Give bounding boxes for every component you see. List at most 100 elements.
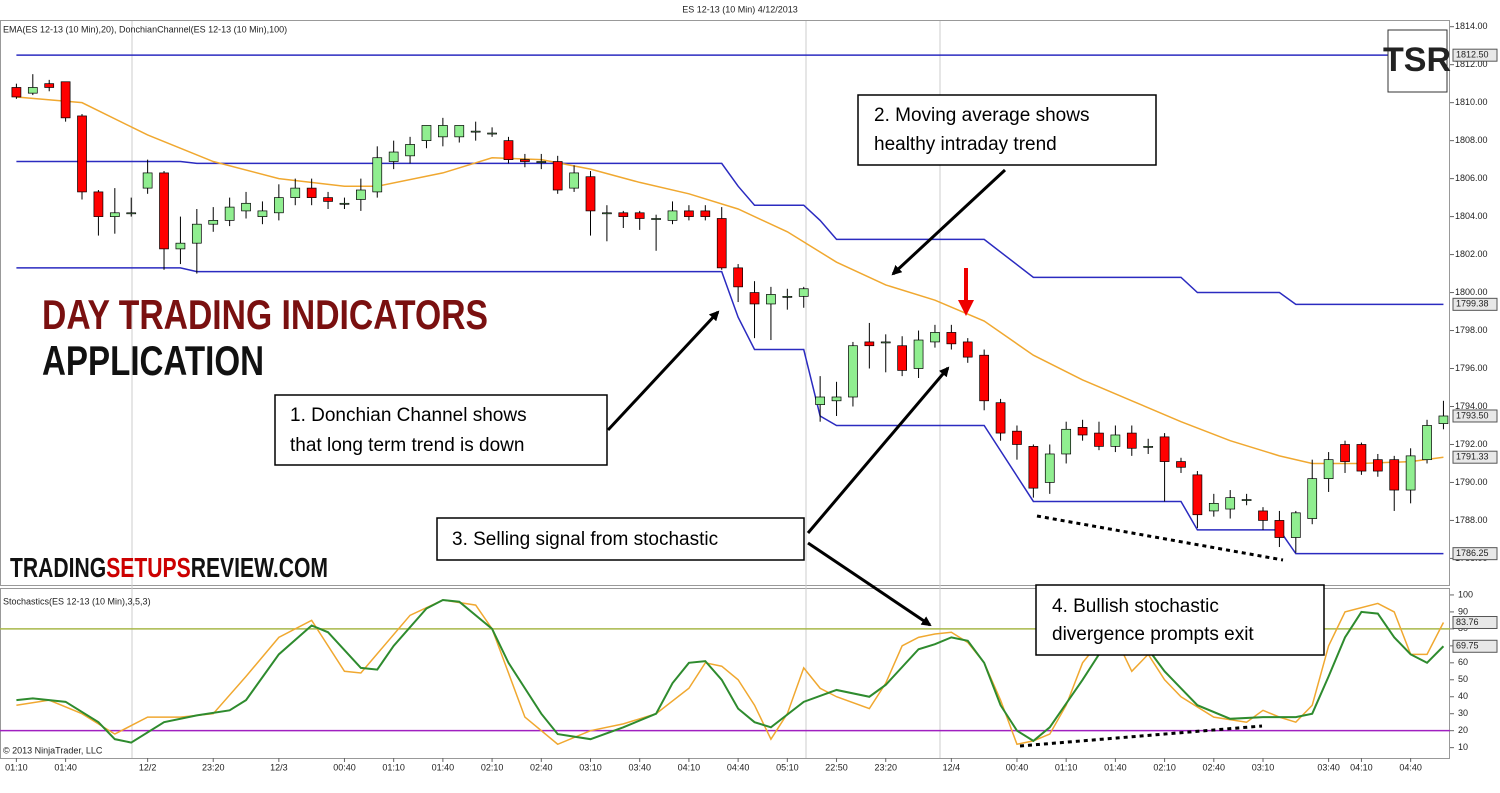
callout-text: 3. Selling signal from stochastic	[452, 529, 718, 550]
y-tick-label: 1804.00	[1455, 211, 1488, 221]
candle-body	[1340, 444, 1350, 462]
ema-line	[16, 96, 1444, 465]
price-marker	[1452, 450, 1498, 464]
site-part: REVIEW.COM	[191, 552, 328, 583]
candle-body	[1258, 510, 1268, 521]
candle-body	[930, 332, 940, 343]
candle-body	[1208, 502, 1219, 512]
y-tick-label: 1802.00	[1455, 249, 1488, 259]
candle-body	[208, 220, 219, 225]
candle-body	[224, 206, 235, 221]
y-tick-label: 1800.00	[1455, 287, 1488, 297]
x-tick-label: 03:40	[628, 762, 651, 772]
y-tick-label: 1814.00	[1455, 21, 1488, 31]
candle-body	[290, 187, 301, 198]
candle-body	[684, 210, 694, 217]
y-tick-label: 20	[1458, 725, 1468, 735]
candle-body	[1192, 474, 1203, 516]
candle-body	[1110, 434, 1121, 447]
stoch-k-line	[16, 599, 1445, 746]
candle-body	[1422, 425, 1432, 461]
x-tick-label: 12/2	[139, 762, 157, 772]
stoch-d-line	[16, 599, 1445, 744]
candle-body	[1044, 453, 1055, 483]
price-marker	[1452, 48, 1498, 62]
candle-body	[1012, 430, 1022, 445]
callout: 3. Selling signal from stochastic	[436, 517, 805, 561]
candle-body	[995, 402, 1006, 434]
candle-body	[257, 210, 268, 217]
candle-body	[191, 223, 202, 244]
y-tick-label: 1794.00	[1455, 401, 1488, 411]
y-tick-label: 1788.00	[1455, 515, 1488, 525]
candle-body	[273, 197, 284, 214]
divergence-line	[1019, 724, 1263, 748]
price-marker	[1452, 297, 1498, 311]
indicator-label: EMA(ES 12-13 (10 Min),20), DonchianChann…	[3, 24, 287, 34]
candle-body	[1389, 459, 1400, 491]
y-tick-label: 50	[1458, 674, 1468, 684]
stoch-label: Stochastics(ES 12-13 (10 Min),3,5,3)	[3, 596, 151, 606]
candle-body	[1028, 446, 1039, 489]
callout: 4. Bullish stochastic divergence prompts…	[1035, 584, 1325, 656]
candle-body	[1290, 512, 1301, 538]
candle-body	[159, 172, 169, 250]
x-tick-label: 01:40	[54, 762, 77, 772]
candle-body	[323, 197, 333, 202]
y-tick-label: 1806.00	[1455, 173, 1488, 183]
candle-body	[1176, 461, 1186, 468]
candle-body	[880, 341, 891, 344]
candle-body	[733, 267, 743, 288]
x-tick-label: 05:10	[776, 762, 799, 772]
x-tick-label: 12/4	[943, 762, 961, 772]
candle-body	[142, 172, 153, 189]
callout-box	[857, 94, 1157, 166]
candle-body	[1323, 459, 1334, 480]
candle-body	[1126, 432, 1137, 449]
candle-body	[848, 345, 858, 398]
candle-body	[831, 396, 842, 402]
callout-text: 4. Bullish stochastic	[1052, 596, 1219, 617]
candle-body	[109, 212, 120, 217]
candle-body	[552, 161, 563, 191]
candle-body	[11, 87, 22, 98]
candle-body	[1274, 520, 1285, 538]
candle-body	[1225, 497, 1236, 510]
candle-body	[667, 210, 678, 221]
candle-body	[405, 144, 415, 157]
price-marker-label: 1791.33	[1456, 452, 1489, 462]
candle-body	[1307, 478, 1318, 519]
candle-body	[175, 242, 186, 250]
candle-body	[946, 332, 957, 345]
candle-body	[651, 218, 661, 220]
price-marker-label: 1793.50	[1456, 410, 1489, 420]
candle-body	[306, 187, 317, 198]
x-tick-label: 04:10	[678, 762, 701, 772]
candle-body	[93, 191, 104, 217]
candle-body	[388, 151, 399, 162]
callout-text: 2. Moving average shows	[874, 105, 1089, 126]
candle-body	[487, 132, 497, 135]
candle-body	[1077, 427, 1088, 436]
candle-body	[536, 161, 547, 163]
candle-body	[339, 202, 350, 205]
candle-body	[27, 87, 38, 94]
y-tick-label: 40	[1458, 691, 1468, 701]
headline: APPLICATION	[42, 337, 264, 384]
logo: TSR	[1383, 41, 1451, 79]
x-tick-label: 01:40	[432, 762, 455, 772]
arrows	[606, 168, 1284, 748]
site-part: SETUPS	[106, 552, 191, 583]
logo-box	[1387, 29, 1448, 93]
candle-body	[520, 159, 530, 162]
x-tick-label: 02:40	[1203, 762, 1226, 772]
y-tick-label: 60	[1458, 657, 1468, 667]
candle-body	[897, 345, 907, 371]
y-tick-label: 30	[1458, 708, 1468, 718]
candle-body	[864, 341, 875, 347]
plot: 1786.001788.001790.001792.001794.001796.…	[0, 21, 1498, 772]
candle-body	[1372, 459, 1383, 472]
candle-body	[766, 294, 776, 305]
x-tick-label: 04:10	[1350, 762, 1373, 772]
x-tick-label: 22:50	[825, 762, 848, 772]
